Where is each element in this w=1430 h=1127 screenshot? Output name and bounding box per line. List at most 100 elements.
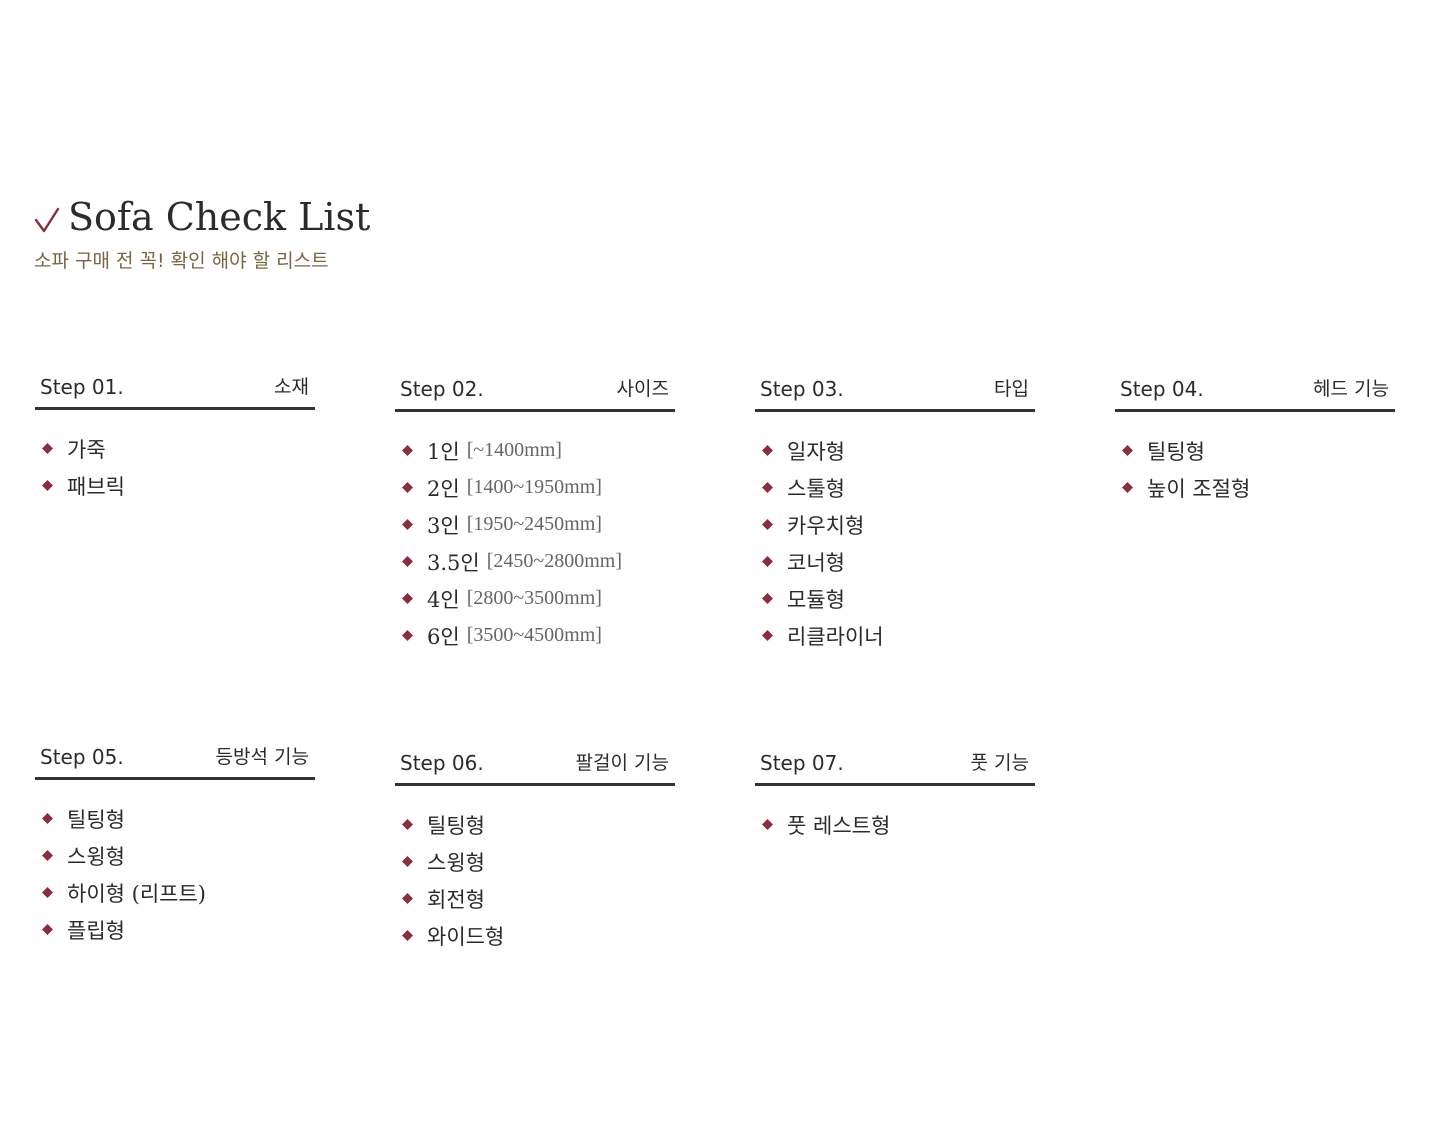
page-header: Sofa Check List 소파 구매 전 꼭! 확인 해야 할 리스트	[34, 192, 370, 273]
diamond-shape	[42, 850, 53, 861]
diamond-shape	[762, 556, 773, 567]
step-item-list: 가죽 패브릭	[35, 410, 315, 504]
list-item: 틸팅형	[1115, 432, 1395, 469]
list-item: 6인 [3500~4500mm]	[395, 617, 675, 654]
step-name: 헤드 기능	[1313, 378, 1389, 400]
item-label: 틸팅형	[427, 813, 485, 838]
diamond-icon	[42, 850, 53, 861]
diamond-icon	[402, 593, 413, 604]
list-item: 4인 [2800~3500mm]	[395, 580, 675, 617]
step-header: Step 05. 등방석 기능	[35, 738, 315, 780]
step-number: Step 03.	[760, 377, 844, 401]
title-row: Sofa Check List	[34, 192, 370, 242]
diamond-shape	[402, 856, 413, 867]
step-header: Step 07. 풋 기능	[755, 744, 1035, 786]
diamond-shape	[762, 519, 773, 530]
diamond-shape	[402, 630, 413, 641]
diamond-icon	[402, 482, 413, 493]
step-name: 소재	[274, 376, 309, 398]
diamond-shape	[762, 630, 773, 641]
item-size-range: [1400~1950mm]	[466, 476, 602, 498]
list-item: 풋 레스트형	[755, 806, 1035, 843]
diamond-shape	[42, 813, 53, 824]
step-number: Step 06.	[400, 751, 484, 775]
list-item: 가죽	[35, 430, 315, 467]
list-item: 높이 조절형	[1115, 469, 1395, 506]
diamond-icon	[402, 630, 413, 641]
list-item: 카우치형	[755, 506, 1035, 543]
step-header: Step 04. 헤드 기능	[1115, 370, 1395, 412]
step-name: 팔걸이 기능	[575, 752, 669, 774]
list-item: 플립형	[35, 911, 315, 948]
step-name: 사이즈	[616, 378, 669, 400]
list-item: 와이드형	[395, 917, 675, 954]
item-label: 4인	[427, 587, 460, 612]
diamond-shape	[402, 930, 413, 941]
diamond-icon	[402, 519, 413, 530]
diamond-icon	[1122, 445, 1133, 456]
item-label: 리클라이너	[787, 624, 884, 649]
item-size-range: [2800~3500mm]	[466, 587, 602, 609]
step-header: Step 06. 팔걸이 기능	[395, 744, 675, 786]
item-label: 와이드형	[427, 924, 505, 949]
item-label: 일자형	[787, 439, 845, 464]
step-1: Step 01. 소재 가죽 패브릭	[35, 368, 315, 504]
item-size-range: [1950~2450mm]	[466, 513, 602, 535]
step-item-list: 1인 [~1400mm] 2인 [1400~1950mm] 3인 [1950~2450mm…	[395, 412, 675, 654]
diamond-icon	[762, 482, 773, 493]
step-item-list: 일자형 스툴형 카우치형 코너형 모듈형 리클라이너	[755, 412, 1035, 654]
diamond-shape	[762, 445, 773, 456]
item-label: 카우치형	[787, 513, 865, 538]
item-label: 플립형	[67, 918, 125, 943]
diamond-icon	[762, 556, 773, 567]
diamond-icon	[42, 887, 53, 898]
diamond-icon	[402, 819, 413, 830]
diamond-icon	[762, 445, 773, 456]
diamond-icon	[402, 893, 413, 904]
item-label: 틸팅형	[67, 807, 125, 832]
list-item: 리클라이너	[755, 617, 1035, 654]
step-header: Step 03. 타입	[755, 370, 1035, 412]
list-item: 하이형 (리프트)	[35, 874, 315, 911]
diamond-icon	[402, 930, 413, 941]
diamond-shape	[1122, 445, 1133, 456]
list-item: 스윙형	[395, 843, 675, 880]
step-number: Step 07.	[760, 751, 844, 775]
diamond-shape	[402, 519, 413, 530]
diamond-shape	[762, 593, 773, 604]
diamond-icon	[42, 924, 53, 935]
list-item: 3인 [1950~2450mm]	[395, 506, 675, 543]
list-item: 스윙형	[35, 837, 315, 874]
item-label: 3.5인	[427, 550, 480, 575]
item-label: 스윙형	[67, 844, 125, 869]
list-item: 3.5인 [2450~2800mm]	[395, 543, 675, 580]
diamond-icon	[42, 813, 53, 824]
diamond-shape	[402, 445, 413, 456]
list-item: 회전형	[395, 880, 675, 917]
step-header: Step 02. 사이즈	[395, 370, 675, 412]
diamond-icon	[42, 480, 53, 491]
list-item: 코너형	[755, 543, 1035, 580]
item-size-range: [3500~4500mm]	[466, 624, 602, 646]
item-label: 스툴형	[787, 476, 845, 501]
list-item: 스툴형	[755, 469, 1035, 506]
step-3: Step 03. 타입 일자형 스툴형 카우치형 코너형 모듈형 리클라이너	[755, 370, 1035, 654]
item-label: 가죽	[67, 437, 106, 462]
list-item: 틸팅형	[395, 806, 675, 843]
item-label: 코너형	[787, 550, 845, 575]
step-2: Step 02. 사이즈 1인 [~1400mm] 2인 [1400~1950mm] 3인 […	[395, 370, 675, 654]
diamond-icon	[402, 445, 413, 456]
list-item: 틸팅형	[35, 800, 315, 837]
diamond-icon	[402, 856, 413, 867]
diamond-shape	[402, 819, 413, 830]
diamond-icon	[762, 593, 773, 604]
diamond-shape	[402, 593, 413, 604]
step-header: Step 01. 소재	[35, 368, 315, 410]
item-label: 틸팅형	[1147, 439, 1205, 464]
list-item: 2인 [1400~1950mm]	[395, 469, 675, 506]
item-label: 1인	[427, 439, 460, 464]
